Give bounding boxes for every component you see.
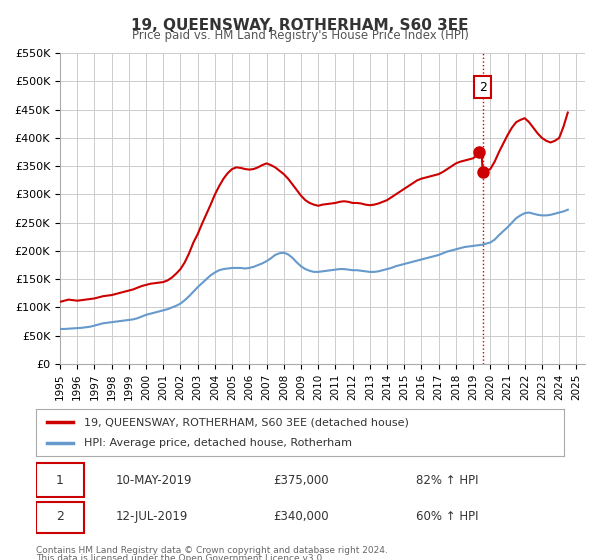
Text: 82% ↑ HPI: 82% ↑ HPI xyxy=(416,474,479,487)
FancyBboxPatch shape xyxy=(36,502,83,533)
Text: 19, QUEENSWAY, ROTHERHAM, S60 3EE: 19, QUEENSWAY, ROTHERHAM, S60 3EE xyxy=(131,18,469,33)
Text: HPI: Average price, detached house, Rotherham: HPI: Average price, detached house, Roth… xyxy=(83,438,352,448)
Text: 10-MAY-2019: 10-MAY-2019 xyxy=(115,474,192,487)
Text: 12-JUL-2019: 12-JUL-2019 xyxy=(115,510,188,523)
Text: 19, QUEENSWAY, ROTHERHAM, S60 3EE (detached house): 19, QUEENSWAY, ROTHERHAM, S60 3EE (detac… xyxy=(83,417,409,427)
Text: £340,000: £340,000 xyxy=(274,510,329,523)
Text: 2: 2 xyxy=(479,81,487,94)
Text: 2: 2 xyxy=(56,510,64,523)
Text: 60% ↑ HPI: 60% ↑ HPI xyxy=(416,510,479,523)
Text: This data is licensed under the Open Government Licence v3.0.: This data is licensed under the Open Gov… xyxy=(36,554,325,560)
Text: £375,000: £375,000 xyxy=(274,474,329,487)
Text: Contains HM Land Registry data © Crown copyright and database right 2024.: Contains HM Land Registry data © Crown c… xyxy=(36,546,388,555)
FancyBboxPatch shape xyxy=(36,463,83,497)
Text: Price paid vs. HM Land Registry's House Price Index (HPI): Price paid vs. HM Land Registry's House … xyxy=(131,29,469,42)
Text: 1: 1 xyxy=(56,474,64,487)
